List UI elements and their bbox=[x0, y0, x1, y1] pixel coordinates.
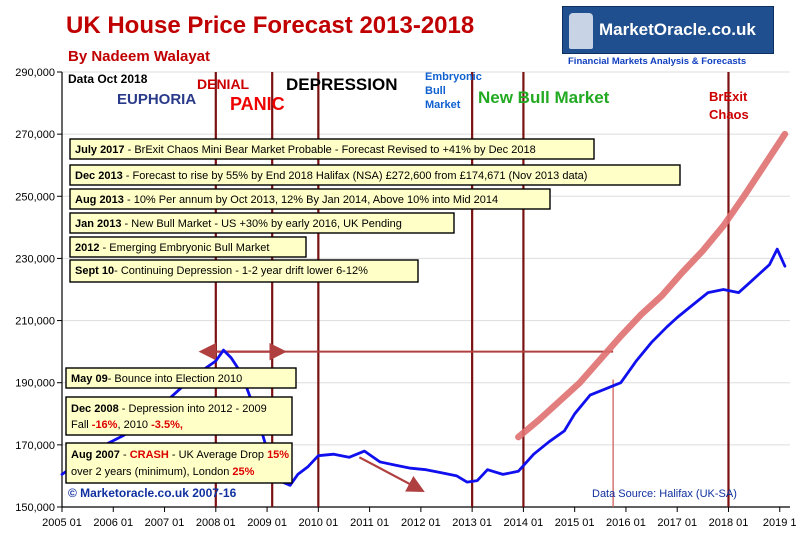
logo-tagline: Financial Markets Analysis & Forecasts bbox=[568, 56, 747, 67]
x-tick-label: 2019 1 bbox=[763, 517, 797, 529]
annotation-text-jan2013-part-0: Jan 2013 bbox=[75, 218, 121, 230]
annotation-text-jul2017: July 2017 - BrExit Chaos Mini Bear Marke… bbox=[75, 144, 536, 156]
annotation-text-aug2007-line1-part-4: 15% bbox=[267, 449, 289, 461]
annotation-text-dec2013-part-0: Dec 2013 bbox=[75, 170, 123, 182]
annotation-box-aug2007 bbox=[65, 442, 293, 484]
y-tick-label: 250,000 bbox=[15, 191, 55, 203]
x-tick-label: 2017 01 bbox=[657, 517, 697, 529]
phase-label-euphoria: EUPHORIA bbox=[117, 91, 196, 108]
annotation-text-may09-part-0: May 09 bbox=[71, 373, 108, 385]
annotation-text-aug2007-line1-part-1: - bbox=[120, 449, 130, 461]
logo-banner: MarketOracle.co.uk bbox=[562, 6, 774, 54]
x-tick-label: 2015 01 bbox=[555, 517, 595, 529]
annotation-text-aug2007-line1: Aug 2007 - CRASH - UK Average Drop 15% bbox=[71, 449, 289, 461]
annotation-text-dec2008-line2-part-3: -3.5%, bbox=[151, 419, 183, 431]
data-date-label: Data Oct 2018 bbox=[68, 72, 148, 86]
phase-label-depression: DEPRESSION bbox=[286, 75, 397, 94]
x-tick-label: 2005 01 bbox=[42, 517, 82, 529]
annotation-text-jul2017-part-1: - BrExit Chaos Mini Bear Market Probable… bbox=[125, 144, 536, 156]
y-tick-label: 210,000 bbox=[15, 316, 55, 328]
annotation-text-jan2013-part-1: - New Bull Market - US +30% by early 201… bbox=[121, 218, 401, 230]
phase-label-brexit-line: Chaos bbox=[709, 107, 749, 122]
y-tick-label: 170,000 bbox=[15, 440, 55, 452]
annotation-text-y2012-part-0: 2012 bbox=[75, 242, 99, 254]
annotation-text-sep10-part-1: - Continuing Depression - 1-2 year drift… bbox=[114, 265, 368, 277]
annotation-box-may09 bbox=[65, 367, 297, 389]
x-tick-label: 2009 01 bbox=[247, 517, 287, 529]
x-tick-label: 2011 01 bbox=[350, 517, 389, 529]
annotation-text-aug2007-line1-part-3: - UK Average Drop bbox=[169, 449, 267, 461]
x-tick-label: 2007 01 bbox=[145, 517, 185, 529]
phase-label-new-bull: New Bull Market bbox=[478, 88, 610, 107]
annotation-text-aug2013-part-1: - 10% Per annum by Oct 2013, 12% By Jan … bbox=[124, 194, 498, 206]
annotation-text-aug2013: Aug 2013 - 10% Per annum by Oct 2013, 12… bbox=[75, 194, 498, 206]
x-tick-label: 2018 01 bbox=[709, 517, 749, 529]
phase-label-panic: PANIC bbox=[230, 94, 285, 114]
annotation-text-aug2007-line2-part-1: 25% bbox=[232, 466, 254, 478]
annotation-text-may09: May 09- Bounce into Election 2010 bbox=[71, 373, 242, 385]
annotation-text-jan2013: Jan 2013 - New Bull Market - US +30% by … bbox=[75, 218, 402, 230]
annotation-text-aug2007-line2: over 2 years (minimum), London 25% bbox=[71, 466, 255, 478]
annotation-text-may09-part-1: - Bounce into Election 2010 bbox=[108, 373, 243, 385]
annotation-box-sep10 bbox=[69, 259, 419, 283]
annotation-text-aug2007-line2-part-0: over 2 years (minimum), London bbox=[71, 466, 232, 478]
x-tick-label: 2013 01 bbox=[452, 517, 492, 529]
annotation-text-dec2008-line2-part-1: -16% bbox=[92, 419, 118, 431]
annotation-text-sep10: Sept 10- Continuing Depression - 1-2 yea… bbox=[75, 265, 368, 277]
annotation-text-dec2008-line1-part-1: - Depression into 2012 - 2009 bbox=[119, 403, 267, 415]
annotation-box-jan2013 bbox=[69, 212, 455, 234]
y-tick-label: 190,000 bbox=[15, 378, 55, 390]
annotation-text-dec2008-line2: Fall -16%, 2010 -3.5%, bbox=[71, 419, 183, 431]
phase-label-embryonic-line: Bull bbox=[425, 85, 446, 97]
annotation-text-aug2013-part-0: Aug 2013 bbox=[75, 194, 124, 206]
annotation-text-dec2008-line1-part-0: Dec 2008 bbox=[71, 403, 119, 415]
x-tick-label: 2012 01 bbox=[401, 517, 441, 529]
x-tick-label: 2010 01 bbox=[298, 517, 338, 529]
copyright-label: © Marketoracle.co.uk 2007-16 bbox=[68, 486, 237, 500]
annotation-box-y2012 bbox=[69, 236, 307, 258]
y-tick-label: 150,000 bbox=[15, 502, 55, 514]
annotation-text-dec2008-line2-part-2: , 2010 bbox=[117, 419, 151, 431]
x-tick-label: 2014 01 bbox=[504, 517, 544, 529]
annotation-text-y2012: 2012 - Emerging Embryonic Bull Market bbox=[75, 242, 269, 254]
annotation-box-aug2013 bbox=[69, 188, 551, 210]
chart-subtitle: By Nadeem Walayat bbox=[68, 48, 211, 65]
annotation-text-dec2013-part-1: - Forecast to rise by 55% by End 2018 Ha… bbox=[123, 170, 588, 182]
chart-title: UK House Price Forecast 2013-2018 bbox=[66, 12, 475, 39]
annotation-text-aug2007-line1-part-0: Aug 2007 bbox=[71, 449, 120, 461]
phase-label-brexit-line: BrExit bbox=[709, 89, 748, 104]
annotation-box-dec2013 bbox=[69, 164, 681, 186]
statue-icon bbox=[569, 13, 593, 49]
x-tick-label: 2016 01 bbox=[606, 517, 646, 529]
x-tick-label: 2008 01 bbox=[196, 517, 236, 529]
annotation-text-y2012-part-1: - Emerging Embryonic Bull Market bbox=[99, 242, 269, 254]
annotation-text-sep10-part-0: Sept 10 bbox=[75, 265, 114, 277]
y-tick-label: 290,000 bbox=[15, 67, 55, 79]
phase-label-embryonic-line: Market bbox=[425, 99, 461, 111]
forecast-trend-line bbox=[515, 130, 789, 441]
data-source-label: Data Source: Halifax (UK-SA) bbox=[592, 488, 737, 500]
y-tick-label: 230,000 bbox=[15, 253, 55, 265]
drift-down-arrow bbox=[358, 456, 425, 492]
x-tick-label: 2006 01 bbox=[93, 517, 133, 529]
annotation-box-dec2008 bbox=[65, 396, 293, 436]
logo-name: MarketOracle.co.uk bbox=[599, 20, 756, 39]
y-tick-label: 270,000 bbox=[15, 129, 55, 141]
phase-label-denial: DENIAL bbox=[197, 76, 250, 92]
annotation-text-aug2007-line1-part-2: CRASH bbox=[130, 449, 169, 461]
market-oracle-logo[interactable]: MarketOracle.co.uk Financial Markets Ana… bbox=[562, 6, 774, 68]
annotation-box-jul2017 bbox=[69, 138, 595, 160]
phase-label-embryonic-line: Embryonic bbox=[425, 71, 482, 83]
annotation-text-dec2008-line2-part-0: Fall bbox=[71, 419, 92, 431]
annotation-text-dec2013: Dec 2013 - Forecast to rise by 55% by En… bbox=[75, 170, 587, 182]
annotation-text-dec2008-line1: Dec 2008 - Depression into 2012 - 2009 bbox=[71, 403, 267, 415]
annotation-text-jul2017-part-0: July 2017 bbox=[75, 144, 125, 156]
